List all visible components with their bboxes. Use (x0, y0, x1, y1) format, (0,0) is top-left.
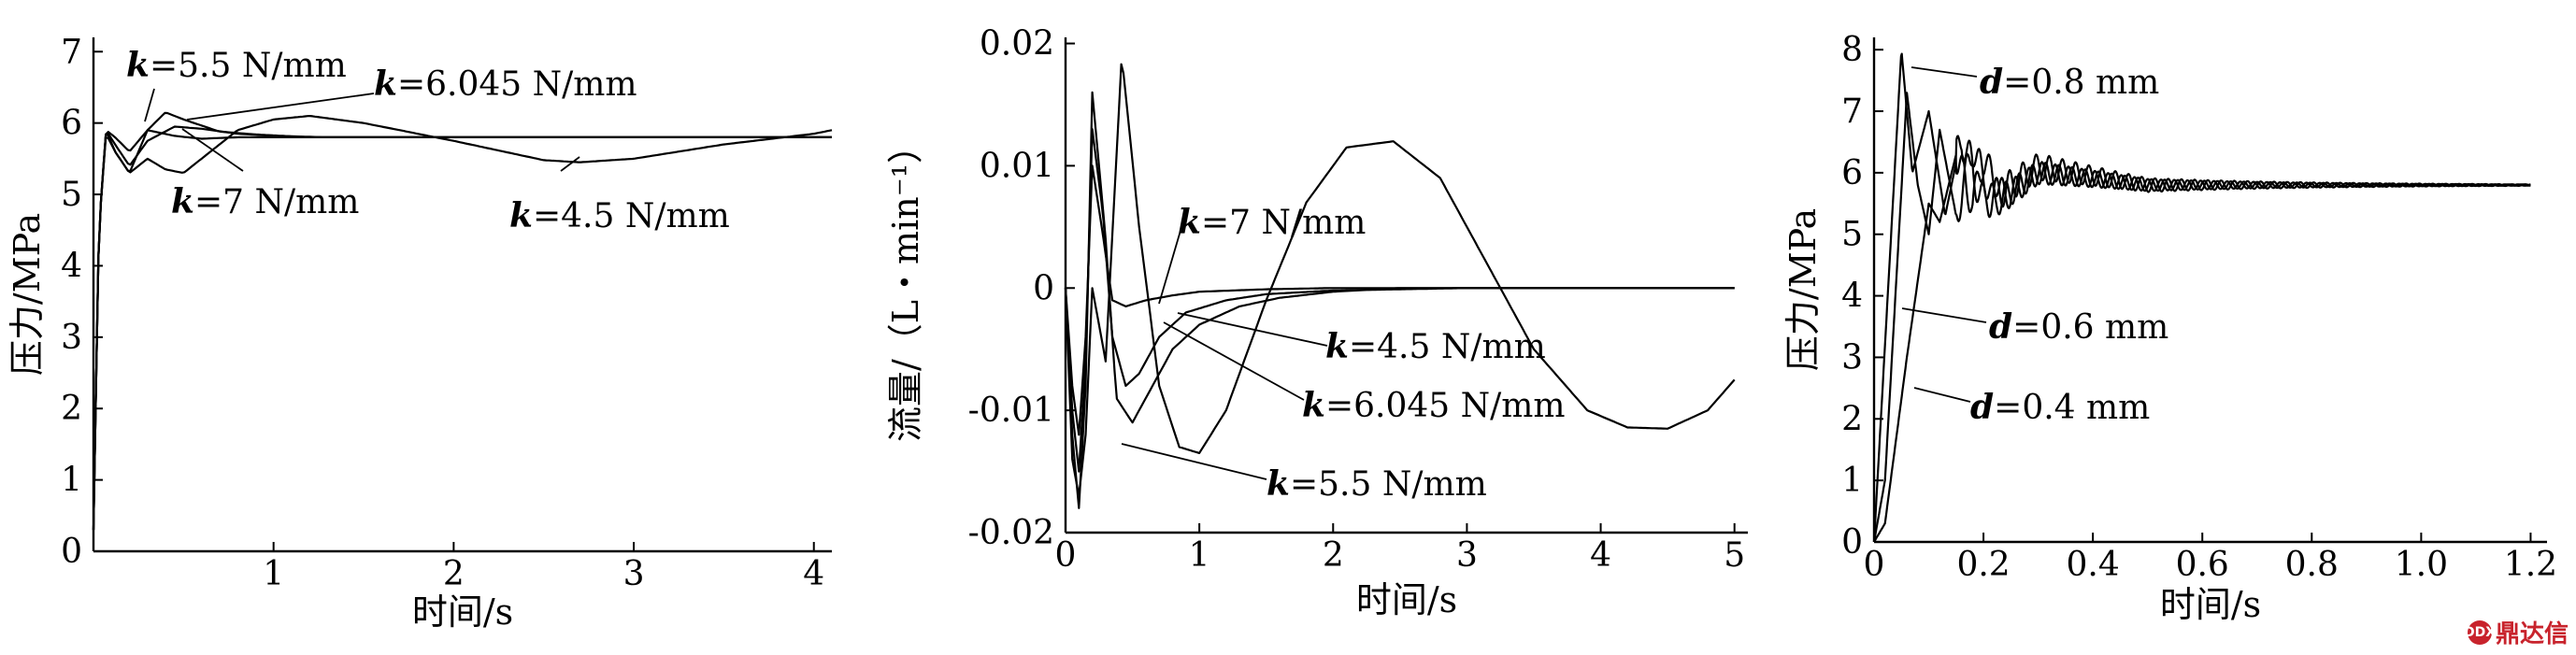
annotation-k-7: k=7 N/mm (1178, 203, 1366, 242)
series-k5-5 (1064, 91, 1735, 509)
series-k4-5 (92, 114, 833, 531)
y-tick-label: 6 (61, 105, 82, 143)
x-tick-label: 1 (263, 555, 284, 593)
y-tick-label: 2 (1841, 400, 1863, 438)
y-tick-label: 3 (1841, 338, 1863, 377)
curves (92, 111, 833, 531)
chart-pressure-k: 1 2 3 4 0 1 2 3 4 5 6 7 k=5.5 N/mm k=6.045 N/mm k=7… (7, 33, 833, 633)
y-axis-label: 流量/（L・min⁻¹） (885, 128, 926, 442)
annotation-d-0-8: d=0.8 mm (1980, 63, 2159, 102)
annotation-d-0-4: d=0.4 mm (1970, 388, 2150, 427)
y-axis-label: 压力/MPa (1782, 208, 1824, 371)
x-tick-label: 4 (1590, 536, 1611, 575)
x-tick-label: 4 (803, 555, 824, 593)
leader-d-0-4 (1913, 387, 1971, 403)
x-axis-label: 时间/s (1356, 579, 1457, 620)
y-tick-label: 1 (61, 462, 82, 500)
x-tick-label: 2 (1323, 536, 1344, 575)
x-tick-label: 2 (443, 555, 465, 593)
leader-k-4-5 (560, 156, 580, 172)
y-tick-label: 0 (61, 533, 82, 571)
y-tick-label: 5 (1841, 216, 1863, 254)
x-tick-label: 0.2 (1956, 546, 2010, 584)
ticks: 0 0.2 0.4 0.6 0.8 1.0 1.2 0 1 2 3 4 5 6 7 8 (1841, 31, 2557, 584)
leader-k-6-045 (186, 93, 375, 121)
leader-k-4-5 (1177, 312, 1328, 347)
curves (1064, 63, 1736, 509)
series-d0-8 (1872, 52, 2531, 543)
y-tick-label: 0 (1841, 523, 1863, 562)
x-tick-label: 0.6 (2176, 546, 2229, 584)
series-k4-5 (1064, 63, 1736, 497)
x-axis-label: 时间/s (2160, 584, 2261, 625)
x-tick-label: 5 (1724, 536, 1745, 575)
annotation-k-5-5: k=5.5 N/mm (1267, 464, 1487, 504)
y-tick-label: 6 (1841, 154, 1863, 192)
ticks: 1 2 3 4 0 1 2 3 4 5 6 7 (61, 33, 824, 593)
x-tick-label: 3 (623, 555, 645, 593)
y-tick-label: 2 (61, 390, 82, 428)
y-tick-label: 3 (61, 319, 82, 357)
logo-mark: DDX (2464, 619, 2496, 645)
leader-k-5-5 (144, 88, 155, 122)
series-k5-5 (92, 111, 832, 531)
leader-k-7 (181, 128, 244, 172)
y-tick-label: 7 (1841, 93, 1863, 131)
watermark-logo: DDX 鼎达信 (2464, 615, 2569, 649)
y-tick-label: 0.01 (980, 147, 1054, 185)
annotation-leaders (1901, 66, 1987, 403)
y-tick-label: 1 (1841, 462, 1863, 500)
ticks: 0 1 2 3 4 5 -0.02 -0.01 0 0.01 0.02 (968, 25, 1745, 575)
x-tick-label: 0 (1055, 536, 1077, 575)
annotation-k-6-045: k=6.045 N/mm (374, 64, 637, 104)
series-d0-4 (1873, 153, 2531, 543)
y-tick-label: 8 (1841, 31, 1863, 69)
y-tick-label: -0.01 (968, 392, 1054, 430)
x-tick-label: 1.2 (2504, 546, 2557, 584)
leader-d-0-8 (1911, 66, 1978, 78)
annotation-k-7: k=7 N/mm (171, 182, 359, 221)
leader-k-7 (1158, 223, 1183, 305)
leader-k-5-5 (1121, 443, 1267, 480)
x-tick-label: 3 (1456, 536, 1478, 575)
x-tick-label: 0 (1864, 546, 1885, 584)
y-tick-label: 7 (61, 33, 82, 71)
logo-text: 鼎达信 (2495, 620, 2569, 648)
curves (1872, 52, 2531, 543)
x-tick-label: 0.4 (2067, 546, 2120, 584)
annotation-leaders (1121, 223, 1328, 480)
y-tick-label: 0 (1033, 269, 1054, 307)
x-axis-label: 时间/s (412, 591, 513, 633)
y-tick-label: 0.02 (980, 25, 1054, 64)
annotation-k-5-5: k=5.5 N/mm (126, 46, 347, 85)
annotation-k-4-5: k=4.5 N/mm (509, 196, 730, 235)
y-tick-label: 4 (61, 247, 82, 285)
annotation-k-4-5: k=4.5 N/mm (1325, 327, 1546, 366)
annotation-d-0-6: d=0.6 mm (1989, 307, 2168, 347)
y-tick-label: -0.02 (968, 514, 1054, 552)
y-tick-label: 4 (1841, 278, 1863, 316)
x-tick-label: 1.0 (2395, 546, 2448, 584)
annotation-leaders (144, 88, 580, 172)
y-axis-label: 压力/MPa (7, 213, 48, 376)
y-tick-label: 5 (61, 176, 82, 214)
chart-flow-k: 0 1 2 3 4 5 -0.02 -0.01 0 0.01 0.02 k=7 N/mm k=4.5… (885, 25, 1748, 620)
leader-d-0-6 (1901, 307, 1987, 323)
leader-k-6-045 (1163, 321, 1305, 401)
x-tick-label: 1 (1189, 536, 1210, 575)
annotation-k-6-045: k=6.045 N/mm (1302, 386, 1566, 425)
x-tick-label: 0.8 (2285, 546, 2339, 584)
chart-pressure-d: 0 0.2 0.4 0.6 0.8 1.0 1.2 0 1 2 3 4 5 6 7 8 d=0.8 mm d=… (1782, 31, 2557, 625)
